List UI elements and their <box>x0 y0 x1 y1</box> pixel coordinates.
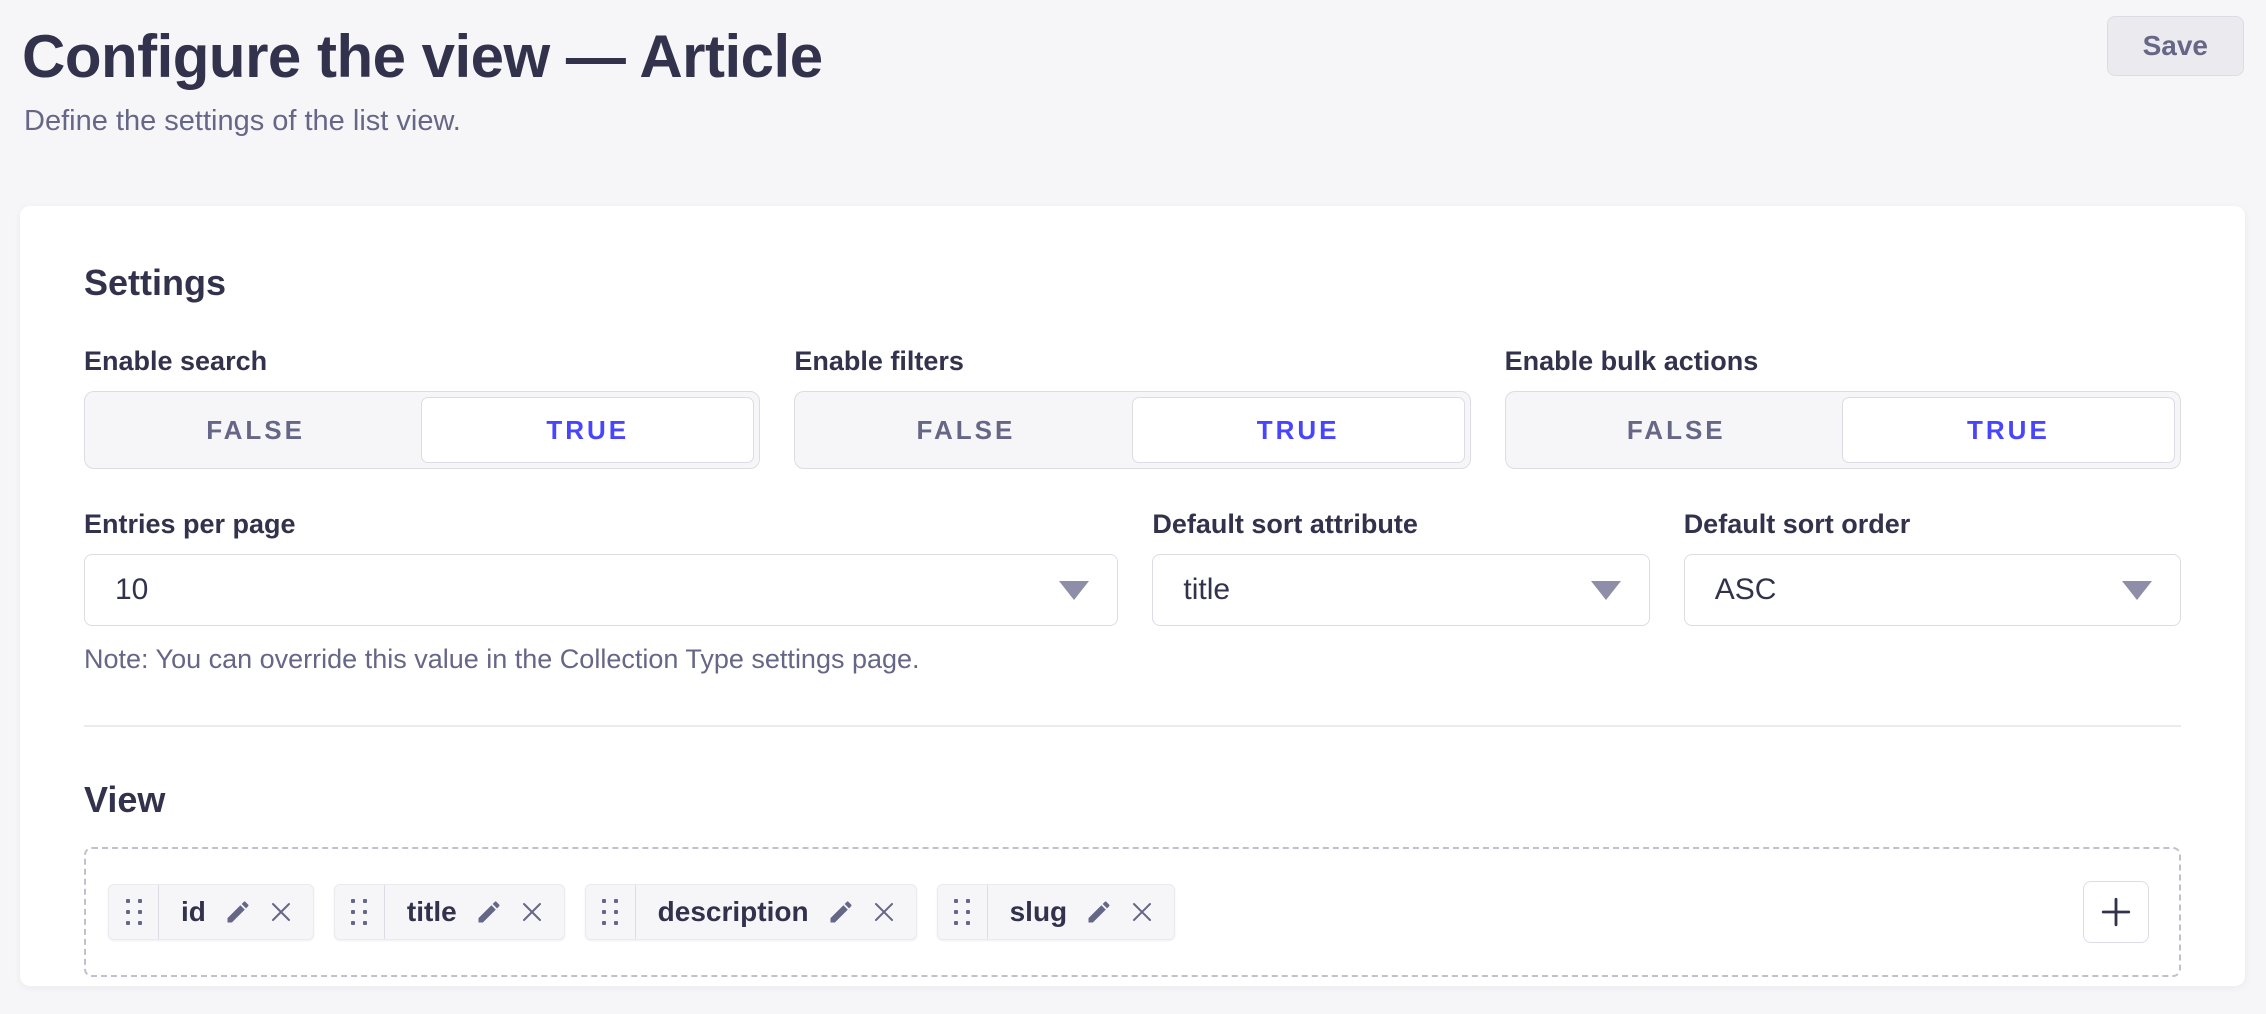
enable-bulk-actions-false-option[interactable]: FALSE <box>1511 397 1842 463</box>
field-chip-label: id <box>181 896 206 927</box>
field-chip-slug: slug <box>936 884 1176 940</box>
field-chip-description: description <box>584 884 917 940</box>
drag-handle-icon[interactable] <box>335 885 385 939</box>
enable-bulk-actions-true-option[interactable]: TRUE <box>1841 397 2175 463</box>
default-sort-attribute-label: Default sort attribute <box>1152 509 1418 539</box>
enable-search-false-option[interactable]: FALSE <box>90 397 421 463</box>
default-sort-order-select[interactable]: ASC <box>1683 554 2181 626</box>
default-sort-order-value: ASC <box>1714 573 1777 606</box>
toggles-row: Enable search FALSE TRUE Enable filters … <box>84 346 2181 469</box>
edit-field-icon[interactable] <box>475 898 503 926</box>
default-sort-attribute-field: Default sort attribute title <box>1152 509 1650 675</box>
chevron-down-icon <box>2121 580 2152 600</box>
view-heading: View <box>84 779 166 820</box>
enable-search-label: Enable search <box>84 346 268 376</box>
entries-per-page-field: Entries per page 10 Note: You can overri… <box>84 509 1119 675</box>
field-chip-label: slug <box>1009 896 1068 927</box>
default-sort-attribute-value: title <box>1183 573 1231 606</box>
page-subtitle: Define the settings of the list view. <box>24 105 461 137</box>
add-field-button[interactable] <box>2083 881 2149 943</box>
entries-per-page-note: Note: You can override this value in the… <box>84 644 920 674</box>
settings-heading: Settings <box>84 262 227 303</box>
view-field-list: id title description <box>84 847 2181 977</box>
remove-field-icon[interactable] <box>1130 900 1154 924</box>
remove-field-icon[interactable] <box>269 900 293 924</box>
section-divider <box>84 725 2181 727</box>
edit-field-icon[interactable] <box>827 898 855 926</box>
enable-search-field: Enable search FALSE TRUE <box>84 346 761 469</box>
plus-icon <box>2099 895 2133 929</box>
settings-card: Settings Enable search FALSE TRUE Enable… <box>20 206 2245 986</box>
field-chip-id: id <box>108 884 314 940</box>
default-sort-attribute-select[interactable]: title <box>1152 554 1650 626</box>
edit-field-icon[interactable] <box>1085 898 1113 926</box>
enable-filters-false-option[interactable]: FALSE <box>800 397 1131 463</box>
field-chip-title: title <box>333 884 565 940</box>
drag-handle-icon[interactable] <box>938 885 988 939</box>
entries-per-page-value: 10 <box>115 573 149 606</box>
default-sort-order-field: Default sort order ASC <box>1683 509 2181 675</box>
field-chip-label: title <box>406 896 457 927</box>
default-sort-order-label: Default sort order <box>1683 509 1911 539</box>
drag-handle-icon[interactable] <box>109 885 159 939</box>
entries-per-page-label: Entries per page <box>84 509 296 539</box>
enable-filters-field: Enable filters FALSE TRUE <box>794 346 1471 469</box>
page-title: Configure the view — Article <box>22 23 823 90</box>
enable-bulk-actions-label: Enable bulk actions <box>1504 346 1759 376</box>
edit-field-icon[interactable] <box>224 898 252 926</box>
enable-search-true-option[interactable]: TRUE <box>421 397 755 463</box>
save-button[interactable]: Save <box>2106 16 2244 76</box>
chevron-down-icon <box>1059 580 1090 600</box>
field-chip-label: description <box>657 896 809 927</box>
drag-handle-icon[interactable] <box>586 885 636 939</box>
remove-field-icon[interactable] <box>520 900 544 924</box>
selects-row: Entries per page 10 Note: You can overri… <box>84 509 2181 675</box>
enable-filters-toggle: FALSE TRUE <box>794 391 1471 469</box>
enable-bulk-actions-toggle: FALSE TRUE <box>1504 391 2181 469</box>
enable-filters-label: Enable filters <box>794 346 964 376</box>
chevron-down-icon <box>1590 580 1621 600</box>
enable-bulk-actions-field: Enable bulk actions FALSE TRUE <box>1504 346 2181 469</box>
entries-per-page-select[interactable]: 10 <box>84 554 1119 626</box>
enable-search-toggle: FALSE TRUE <box>84 391 761 469</box>
page-header: Configure the view — Article Define the … <box>0 0 2266 138</box>
remove-field-icon[interactable] <box>872 900 896 924</box>
enable-filters-true-option[interactable]: TRUE <box>1131 397 1465 463</box>
